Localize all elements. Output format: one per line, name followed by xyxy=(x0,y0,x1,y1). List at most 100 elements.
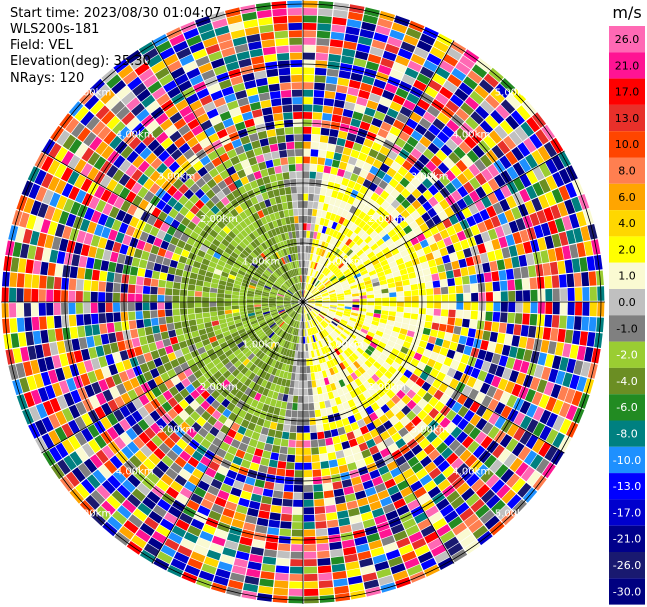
range-bin xyxy=(364,360,373,368)
range-bin xyxy=(219,152,230,163)
range-bin xyxy=(280,195,287,203)
range-bin xyxy=(343,41,357,50)
range-bin xyxy=(292,201,298,209)
range-bin xyxy=(265,339,272,346)
range-bin xyxy=(346,221,354,230)
range-bin xyxy=(399,374,409,384)
range-bin xyxy=(391,331,399,338)
range-bin xyxy=(98,356,108,368)
range-bin xyxy=(515,372,527,386)
range-bin xyxy=(199,230,209,239)
range-bin xyxy=(268,221,275,230)
range-bin xyxy=(410,210,421,221)
range-bin xyxy=(350,284,358,289)
range-bin xyxy=(457,418,469,431)
range-bin xyxy=(303,156,310,164)
range-bin xyxy=(269,296,276,300)
range-bin xyxy=(286,317,292,324)
range-bin xyxy=(69,266,78,279)
range-bin xyxy=(281,164,289,173)
range-bin xyxy=(94,406,106,420)
range-bin xyxy=(438,210,448,221)
range-bin xyxy=(274,430,283,439)
range-bin xyxy=(248,372,256,381)
range-bin xyxy=(222,408,232,418)
range-bin xyxy=(114,396,126,409)
range-bin xyxy=(12,348,23,364)
range-bin xyxy=(224,263,233,270)
range-bin xyxy=(404,171,415,182)
range-bin xyxy=(420,334,430,342)
range-bin xyxy=(289,574,303,582)
range-bin xyxy=(274,384,281,393)
range-bin xyxy=(331,221,338,230)
range-bin xyxy=(479,509,495,524)
range-bin xyxy=(274,336,281,344)
range-bin xyxy=(290,269,295,277)
range-bin xyxy=(201,215,211,225)
range-bin xyxy=(115,209,127,222)
range-bin xyxy=(274,352,280,361)
range-ring-label: 1.00km xyxy=(242,256,280,267)
range-bin xyxy=(293,388,299,396)
range-bin xyxy=(463,247,472,258)
range-bin xyxy=(247,267,256,274)
range-bin xyxy=(576,345,586,361)
range-bin xyxy=(272,8,287,17)
range-bin xyxy=(524,200,536,215)
range-bin xyxy=(100,189,112,202)
range-bin xyxy=(402,124,414,136)
range-bin xyxy=(311,310,318,316)
range-bin xyxy=(176,239,186,249)
range-bin xyxy=(261,563,276,573)
range-bin xyxy=(349,281,357,287)
range-bin xyxy=(231,298,239,302)
range-bin xyxy=(267,190,275,199)
range-bin xyxy=(284,186,292,195)
range-bin xyxy=(244,208,252,217)
range-bin xyxy=(44,356,55,371)
range-bin xyxy=(310,156,318,165)
range-bin xyxy=(370,546,385,557)
range-bin xyxy=(198,268,207,276)
range-bin xyxy=(327,181,335,190)
range-bin xyxy=(338,242,345,250)
range-bin xyxy=(431,73,446,86)
range-bin xyxy=(202,421,213,432)
range-bin xyxy=(317,431,325,440)
range-bin xyxy=(90,100,105,115)
range-bin xyxy=(217,220,226,230)
range-bin xyxy=(334,348,341,356)
range-bin xyxy=(523,241,533,254)
range-bin xyxy=(146,491,161,504)
range-bin xyxy=(384,344,393,353)
range-bin xyxy=(350,421,360,431)
range-bin xyxy=(322,234,329,242)
range-bin xyxy=(353,257,361,264)
range-bin xyxy=(382,297,390,302)
range-bin xyxy=(508,302,516,313)
range-bin xyxy=(224,309,233,315)
range-bin xyxy=(303,306,306,314)
range-bin xyxy=(463,513,479,528)
range-bin xyxy=(231,294,239,299)
range-bin xyxy=(133,207,144,219)
range-bin xyxy=(167,408,178,420)
range-bin xyxy=(300,245,303,253)
colorbar-tick-label: -17.0 xyxy=(613,506,641,519)
range-bin xyxy=(246,302,254,305)
range-bin xyxy=(579,257,588,272)
range-bin xyxy=(400,234,410,244)
range-bin xyxy=(283,491,293,500)
range-bin xyxy=(284,127,294,135)
range-bin xyxy=(341,177,350,187)
range-bin xyxy=(342,368,350,377)
colorbar-cell xyxy=(609,394,645,421)
range-bin xyxy=(303,52,316,60)
range-bin xyxy=(243,522,256,532)
range-bin xyxy=(431,273,440,281)
range-bin xyxy=(464,136,477,149)
range-bin xyxy=(434,401,445,412)
range-bin xyxy=(275,280,282,286)
range-bin xyxy=(310,350,315,358)
